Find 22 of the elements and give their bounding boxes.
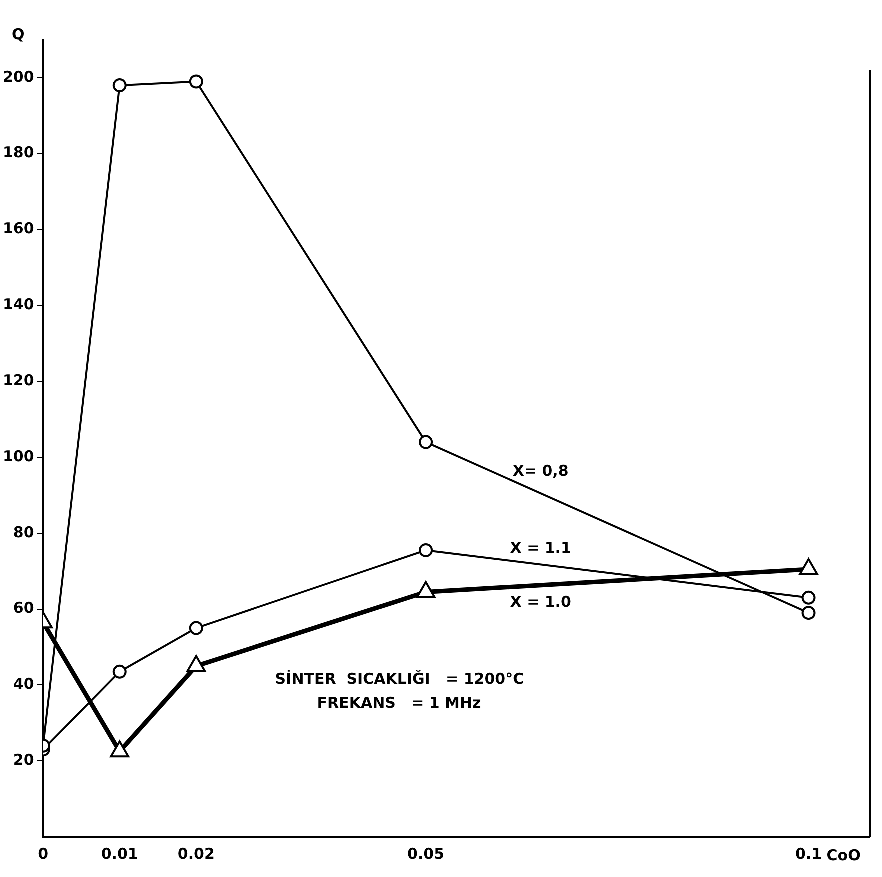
x-tick-label: 0.01 <box>101 844 138 863</box>
y-axis-title: Q <box>12 25 25 44</box>
y-tick-label: 40 <box>13 675 34 694</box>
y-tick-label: 200 <box>3 68 34 86</box>
series-label: X = 1.0 <box>510 592 572 611</box>
x-tick-label: 0.05 <box>408 844 445 863</box>
annotation: FREKANS = 1 MHz <box>317 694 482 712</box>
y-tick-label: 60 <box>13 599 34 618</box>
y-tick-label: 120 <box>3 371 34 390</box>
x-tick-label: 0 <box>38 844 49 863</box>
series-label: X= 0,8 <box>512 462 569 480</box>
x-tick-label: 0.02 <box>178 844 215 863</box>
y-tick-label: 80 <box>13 523 34 542</box>
y-tick-label: 180 <box>3 144 34 162</box>
y-tick-label: 140 <box>3 296 34 314</box>
x-tick-label: 0.1 <box>795 844 822 863</box>
y-tick-label: 100 <box>3 447 34 466</box>
y-tick-label: 160 <box>3 220 34 238</box>
x-axis-title: CoO <box>826 846 861 864</box>
series-label: X = 1.1 <box>510 539 572 558</box>
annotation: SİNTER SICAKLIĞI = 1200°C <box>275 670 524 688</box>
y-tick-label: 20 <box>13 750 34 769</box>
